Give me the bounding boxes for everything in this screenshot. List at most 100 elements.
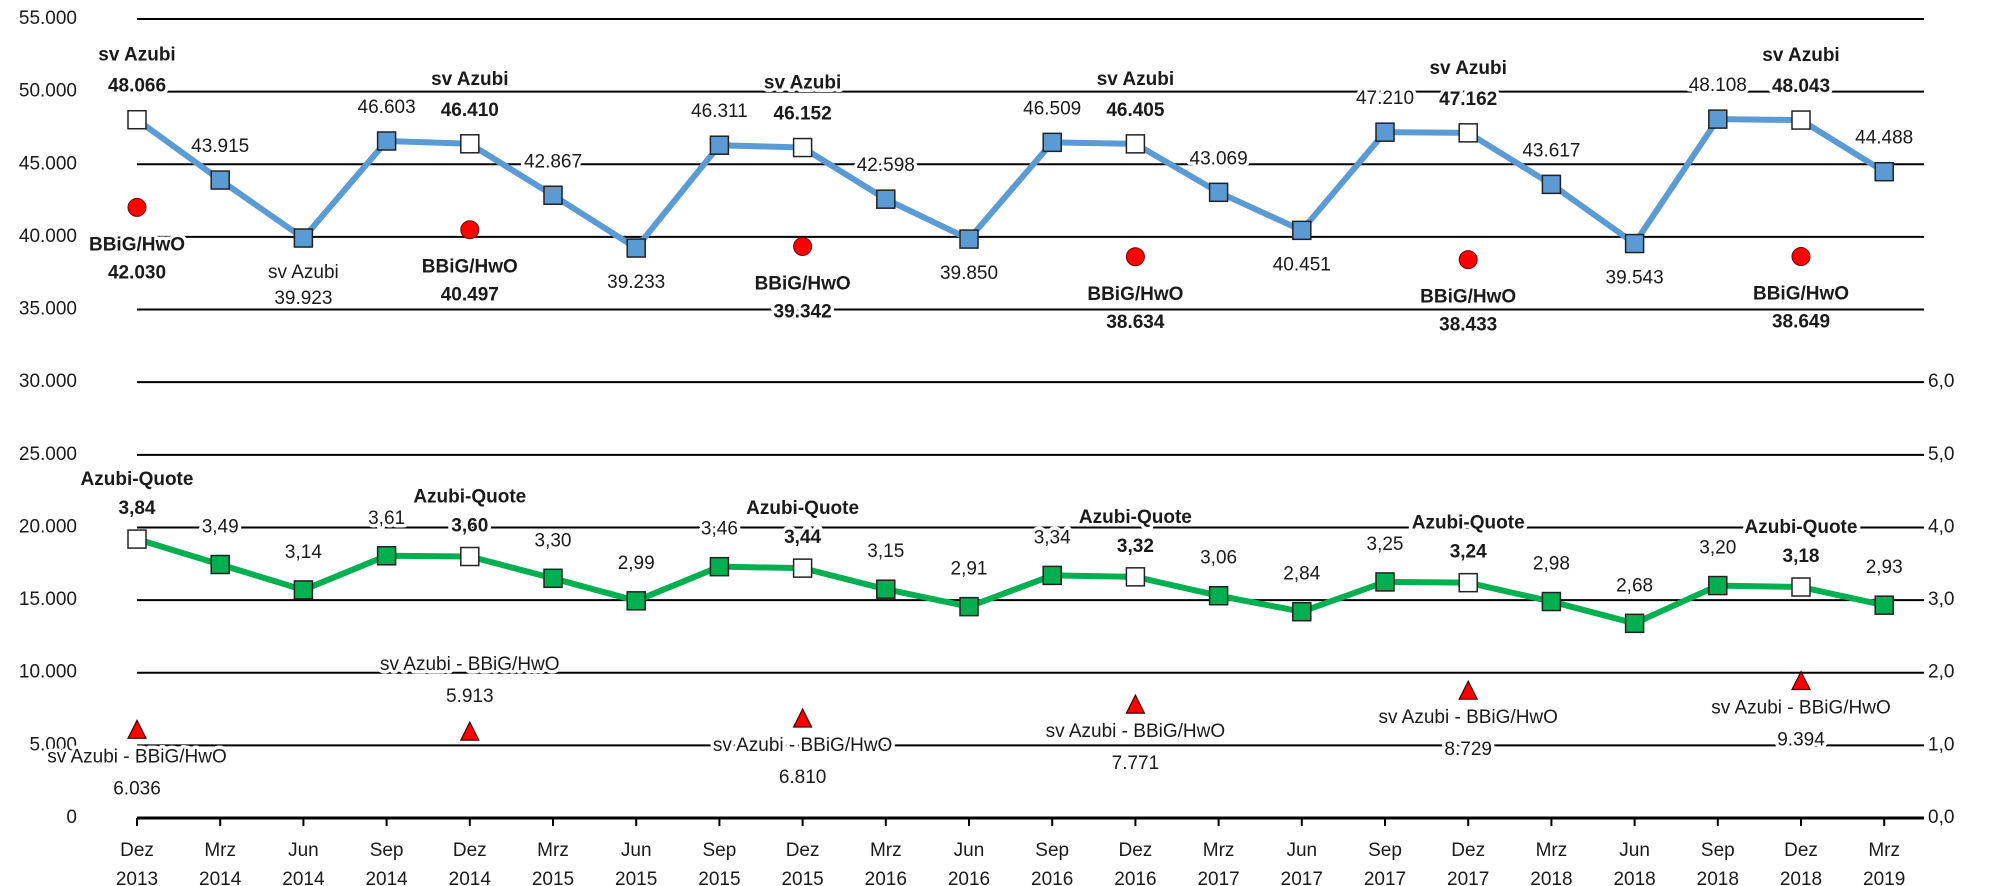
data-label: 3,84 (119, 498, 156, 519)
data-label: 3,49 (202, 517, 239, 538)
data-label: 3,46 (701, 519, 738, 540)
marker (792, 137, 813, 158)
data-label: 3,20 (1699, 538, 1736, 559)
series-name-label: BBiG/HwO (89, 234, 185, 255)
data-label: 2,99 (618, 553, 655, 574)
marker (1624, 613, 1645, 634)
series-name-label: BBiG/HwO (755, 273, 851, 294)
data-label: 2,93 (1866, 557, 1903, 578)
y2-tick-label: 4,0 (1928, 516, 1954, 537)
x-tick-label: Mrz 2016 (865, 840, 907, 886)
data-label: 48.043 (1772, 76, 1830, 97)
data-label: 42.030 (108, 262, 166, 283)
marker (1292, 601, 1312, 622)
data-label: 3,61 (368, 508, 405, 529)
y-tick-label: 45.000 (19, 153, 77, 174)
data-label: 46.152 (774, 104, 832, 125)
x-tick-label: Mrz 2019 (1863, 840, 1905, 886)
marker (376, 546, 397, 566)
marker (1292, 220, 1312, 241)
marker (210, 170, 230, 190)
x-tick-label: Jun 2017 (1281, 840, 1323, 886)
y-tick-label: 30.000 (19, 371, 77, 392)
marker (543, 568, 563, 589)
marker (1874, 161, 1894, 182)
y2-tick-label: 1,0 (1928, 734, 1954, 755)
x-tick-label: Jun 2015 (615, 840, 657, 886)
y2-tick-label: 5,0 (1928, 444, 1954, 465)
x-tick-label: Dez 2014 (449, 840, 492, 886)
x-tick-label: Sep 2017 (1364, 840, 1406, 886)
data-label: 3,18 (1783, 546, 1820, 567)
y-tick-label: 50.000 (19, 81, 77, 102)
marker (459, 720, 480, 741)
series-name-label: sv Azubi (268, 262, 339, 283)
data-label: 46.509 (1023, 98, 1081, 119)
series-name-label: Azubi-Quote (413, 487, 526, 508)
marker (1042, 132, 1062, 153)
marker (1791, 670, 1811, 691)
data-label: 48.066 (108, 76, 166, 97)
marker (127, 109, 147, 130)
marker (1125, 567, 1146, 587)
marker (1042, 565, 1062, 586)
x-tick-label: Sep 2016 (1031, 840, 1073, 886)
data-label: 39.233 (607, 272, 665, 293)
marker (1375, 572, 1395, 592)
y-tick-label: 40.000 (19, 226, 77, 247)
series-name-label: sv Azubi - BBiG/HwO (1711, 698, 1891, 719)
marker (1791, 247, 1811, 267)
marker (876, 579, 896, 599)
x-tick-label: Mrz 2018 (1530, 840, 1572, 886)
data-label: 3,15 (867, 541, 904, 562)
x-tick-label: Sep 2014 (365, 840, 408, 886)
series-name-label: BBiG/HwO (1087, 284, 1183, 305)
marker (1541, 591, 1562, 612)
series-name-label: sv Azubi (431, 69, 508, 90)
data-label: 38.649 (1772, 312, 1830, 333)
series-name-label: sv Azubi - BBiG/HwO (47, 746, 227, 767)
series-name-label: sv Azubi (764, 73, 841, 94)
data-label: 3,06 (1200, 548, 1237, 569)
data-label: 3,24 (1450, 542, 1487, 563)
marker (460, 220, 480, 240)
data-label: 3,25 (1367, 534, 1404, 555)
x-tick-label: Jun 2016 (948, 840, 990, 886)
data-label: 42.598 (857, 155, 915, 176)
y2-tick-label: 3,0 (1928, 589, 1954, 610)
series-name-label: BBiG/HwO (1753, 284, 1849, 305)
data-label: 43.617 (1522, 140, 1580, 161)
marker (543, 185, 563, 206)
series-line (136, 536, 1885, 627)
marker (1375, 122, 1395, 142)
data-label: 3,30 (535, 530, 572, 551)
data-label: 2,84 (1283, 564, 1320, 585)
x-tick-label: Sep 2015 (698, 840, 740, 886)
marker (1125, 247, 1145, 267)
series-name-label: sv Azubi (1097, 69, 1174, 90)
series-name-label: sv Azubi - BBiG/HwO (1046, 721, 1226, 742)
data-label: 2,91 (951, 559, 988, 580)
x-tick-label: Dez 2016 (1114, 840, 1156, 886)
data-label: 46.410 (441, 100, 499, 121)
data-label: 46.405 (1106, 100, 1165, 121)
y-tick-label: 0 (66, 807, 77, 828)
y2-tick-label: 2,0 (1928, 662, 1954, 683)
series-line (135, 116, 1886, 252)
x-tick-label: Sep 2018 (1697, 840, 1739, 886)
marker (709, 135, 730, 155)
y-tick-label: 25.000 (19, 444, 77, 465)
series-name-label: BBiG/HwO (1420, 287, 1516, 308)
marker (1125, 134, 1146, 154)
x-tick-label: Dez 2018 (1780, 840, 1822, 886)
marker (626, 591, 646, 611)
data-label: 3,34 (1034, 527, 1071, 548)
x-tick-label: Dez 2015 (781, 840, 823, 886)
data-label: 44.488 (1855, 128, 1913, 149)
data-label: 39.850 (940, 263, 998, 284)
marker (1541, 174, 1562, 195)
y-tick-label: 55.000 (19, 8, 77, 29)
series-name-label: Azubi-Quote (1079, 507, 1192, 528)
data-label: 46.311 (691, 101, 748, 122)
